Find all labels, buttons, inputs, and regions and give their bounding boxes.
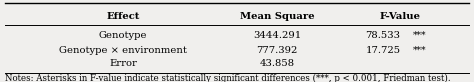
Text: ***: *** [413,46,427,55]
Text: 78.533: 78.533 [365,31,401,40]
Text: ***: *** [413,31,427,40]
Text: Mean Square: Mean Square [240,12,315,21]
Text: 43.858: 43.858 [260,59,295,68]
Text: Error: Error [109,59,137,68]
Text: Effect: Effect [107,12,140,21]
Text: Genotype: Genotype [99,31,147,40]
Text: Genotype × environment: Genotype × environment [59,46,187,55]
Text: 17.725: 17.725 [365,46,401,55]
Text: 777.392: 777.392 [256,46,298,55]
Text: Notes: Asterisks in F-value indicate statistically significant differences (***,: Notes: Asterisks in F-value indicate sta… [5,74,450,82]
Text: F-Value: F-Value [380,12,421,21]
Text: 3444.291: 3444.291 [253,31,301,40]
